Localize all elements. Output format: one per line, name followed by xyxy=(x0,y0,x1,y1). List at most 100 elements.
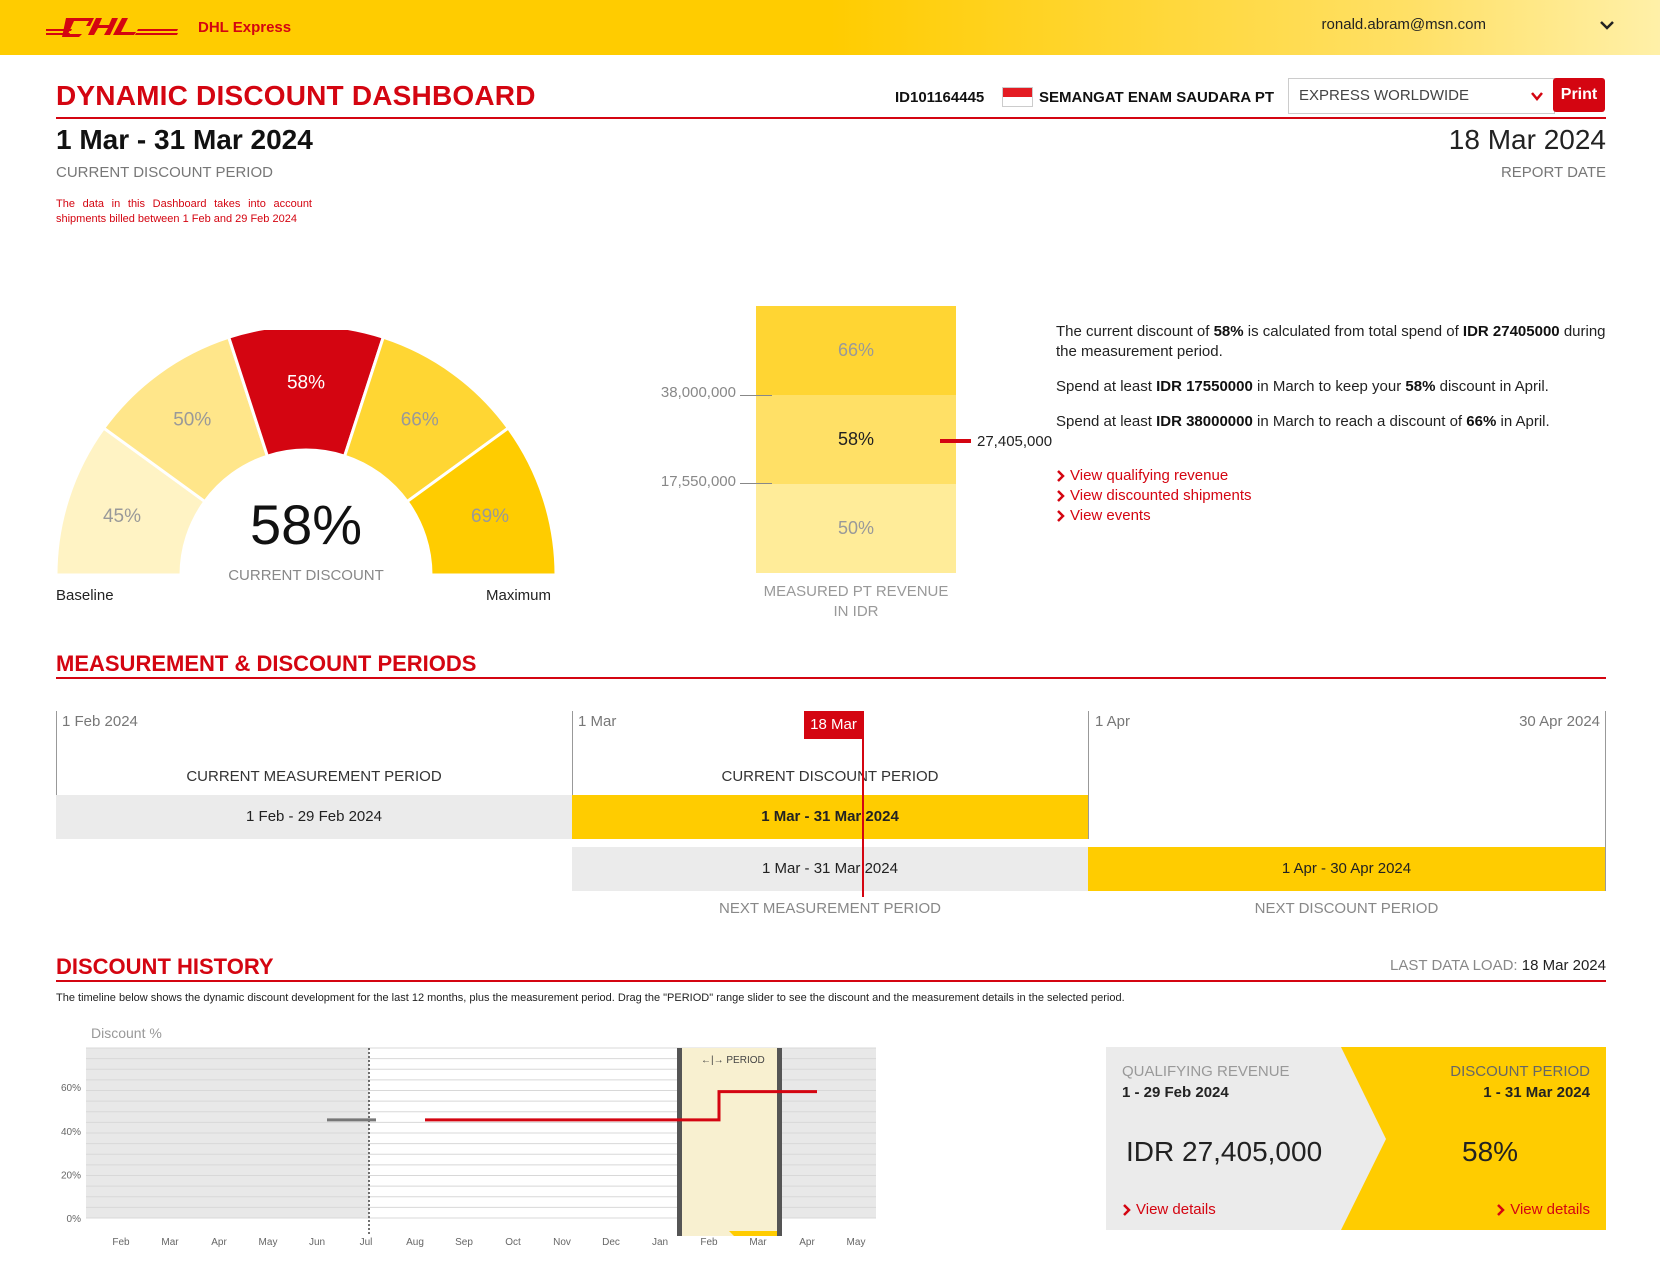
x-tick-label: Nov xyxy=(553,1237,571,1248)
gauge-segment-label: 58% xyxy=(287,373,325,394)
y-tick-label: 60% xyxy=(61,1083,81,1094)
customer-name: SEMANGAT ENAM SAUDARA PT xyxy=(1039,89,1274,106)
x-tick-label: Apr xyxy=(799,1237,815,1248)
timeline-gridline xyxy=(1088,711,1089,839)
x-tick-label: Feb xyxy=(700,1237,718,1248)
page-title: DYNAMIC DISCOUNT DASHBOARD xyxy=(56,80,536,111)
period-slider-handle-right[interactable] xyxy=(777,1048,782,1236)
timeline-gridline xyxy=(1605,711,1606,891)
current-measurement-bar: 1 Feb - 29 Feb 2024 xyxy=(56,795,572,839)
top-bar: DHL Express ronald.abram@msn.com xyxy=(0,0,1660,55)
tiers-caption: MEASURED PT REVENUE IN IDR xyxy=(763,583,949,620)
view-discounted-shipments-link[interactable]: View discounted shipments xyxy=(1056,486,1252,506)
y-axis-label: Discount % xyxy=(91,1025,162,1041)
gauge-segment-label: 69% xyxy=(471,506,509,527)
timeline-date: 1 Apr xyxy=(1095,713,1131,730)
product-select[interactable]: EXPRESS WORLDWIDE xyxy=(1288,78,1555,114)
qualifying-revenue-label: QUALIFYING REVENUE xyxy=(1122,1063,1290,1080)
period-slider-handle-left[interactable] xyxy=(677,1048,682,1236)
data-note: The data in this Dashboard takes into ac… xyxy=(56,198,312,225)
x-tick-label: Jun xyxy=(309,1237,325,1248)
today-marker-line xyxy=(862,711,864,897)
x-tick-label: May xyxy=(259,1237,278,1248)
tier-level: 50% xyxy=(756,484,956,573)
qualifying-details-link[interactable]: View details xyxy=(1122,1201,1216,1218)
x-tick-label: Sep xyxy=(455,1237,473,1248)
tier-threshold: 38,000,000 xyxy=(660,384,736,401)
discount-period-range: 1 - 31 Mar 2024 xyxy=(1483,1084,1590,1101)
period-range: 1 Mar - 31 Mar 2024 xyxy=(56,124,313,155)
chevron-right-icon xyxy=(1497,1203,1505,1216)
tier-tick xyxy=(740,395,772,396)
period-slider[interactable] xyxy=(680,1048,780,1236)
revenue-tiers: 66% 58% 50% xyxy=(756,306,956,573)
tier-threshold: 17,550,000 xyxy=(660,473,736,490)
qualifying-revenue-value: IDR 27,405,000 xyxy=(1126,1136,1323,1167)
divider xyxy=(56,980,1606,982)
gauge-caption: CURRENT DISCOUNT xyxy=(228,567,384,584)
gauge-baseline-label: Baseline xyxy=(56,587,114,604)
explain-line: Spend at least IDR 17550000 in March to … xyxy=(1056,378,1549,395)
chevron-right-icon xyxy=(1057,490,1065,502)
current-discount-label: CURRENT DISCOUNT PERIOD xyxy=(721,768,939,785)
y-tick-label: 20% xyxy=(61,1170,81,1181)
current-measurement-label: CURRENT MEASUREMENT PERIOD xyxy=(186,768,442,785)
timeline-date: 1 Feb 2024 xyxy=(62,713,138,730)
view-events-link[interactable]: View events xyxy=(1056,506,1252,526)
next-discount-bar: 1 Apr - 30 Apr 2024 xyxy=(1088,847,1605,891)
today-marker: 18 Mar xyxy=(804,711,863,739)
x-tick-label: Jan xyxy=(652,1237,668,1248)
tier-tick xyxy=(740,483,772,484)
last-load-value: 18 Mar 2024 xyxy=(1521,957,1606,974)
discount-explanation: The current discount of 58% is calculate… xyxy=(1056,322,1616,447)
period-slider-label: ←|→ PERIOD xyxy=(701,1055,765,1066)
discount-period-value: 58% xyxy=(1462,1136,1519,1167)
discount-period-label: DISCOUNT PERIOD xyxy=(1450,1063,1590,1080)
chevron-right-icon xyxy=(1123,1203,1131,1216)
history-series-line xyxy=(425,1090,817,1122)
x-tick-label: Oct xyxy=(505,1237,521,1248)
discount-history-chart[interactable]: ←|→ PERIOD Discount % 0% 20% 40% 60% Feb Mar Apr… xyxy=(56,1020,886,1260)
brand-name: DHL Express xyxy=(198,19,292,36)
y-tick-label: 40% xyxy=(61,1127,81,1138)
summary-card-background xyxy=(1106,1047,1606,1230)
chevron-right-icon xyxy=(1057,470,1065,482)
print-button[interactable]: Print xyxy=(1553,78,1605,112)
divider xyxy=(56,117,1606,119)
last-data-load: LAST DATA LOAD: 18 Mar 2024 xyxy=(1390,957,1606,974)
timeline-date: 1 Mar xyxy=(578,713,617,730)
period-slider-track xyxy=(729,1231,777,1236)
view-qualifying-revenue-link[interactable]: View qualifying revenue xyxy=(1056,466,1252,486)
gauge-maximum-label: Maximum xyxy=(486,587,552,604)
x-tick-label: Mar xyxy=(161,1237,179,1248)
timeline-gridline xyxy=(572,711,573,839)
gauge-segment-label: 45% xyxy=(103,506,141,527)
period-caption: CURRENT DISCOUNT PERIOD xyxy=(56,164,273,181)
revenue-marker-value: 27,405,000 xyxy=(977,433,1053,450)
discount-details-link[interactable]: View details xyxy=(1496,1201,1590,1218)
tier-level: 58% xyxy=(756,395,956,484)
x-tick-label: Mar xyxy=(749,1237,767,1248)
x-tick-label: Dec xyxy=(602,1237,620,1248)
periods-section-title: MEASUREMENT & DISCOUNT PERIODS xyxy=(56,651,477,676)
x-tick-label: Jul xyxy=(360,1237,373,1248)
timeline-date: 30 Apr 2024 xyxy=(1519,713,1600,730)
chevron-down-icon[interactable] xyxy=(1598,16,1616,34)
report-caption: REPORT DATE xyxy=(1500,164,1606,181)
x-tick-label: May xyxy=(847,1237,866,1248)
last-load-label: LAST DATA LOAD: xyxy=(1390,957,1518,974)
user-email[interactable]: ronald.abram@msn.com xyxy=(1321,16,1486,33)
y-tick-label: 0% xyxy=(67,1214,82,1225)
chevron-right-icon xyxy=(1057,510,1065,522)
customer-id: ID101164445 xyxy=(895,89,985,106)
dhl-logo[interactable] xyxy=(46,15,178,37)
chevron-down-icon xyxy=(1531,92,1543,101)
gauge-segment-label: 66% xyxy=(401,409,439,430)
gauge-segment-label: 50% xyxy=(173,409,211,430)
gauge-value: 58% xyxy=(249,493,363,556)
x-tick-label: Aug xyxy=(406,1237,424,1248)
product-select-value: EXPRESS WORLDWIDE xyxy=(1299,87,1470,104)
tier-level: 66% xyxy=(756,306,956,395)
next-discount-caption: NEXT DISCOUNT PERIOD xyxy=(1254,900,1439,917)
period-summary-card: QUALIFYING REVENUE 1 - 29 Feb 2024 IDR 2… xyxy=(1106,1047,1606,1230)
